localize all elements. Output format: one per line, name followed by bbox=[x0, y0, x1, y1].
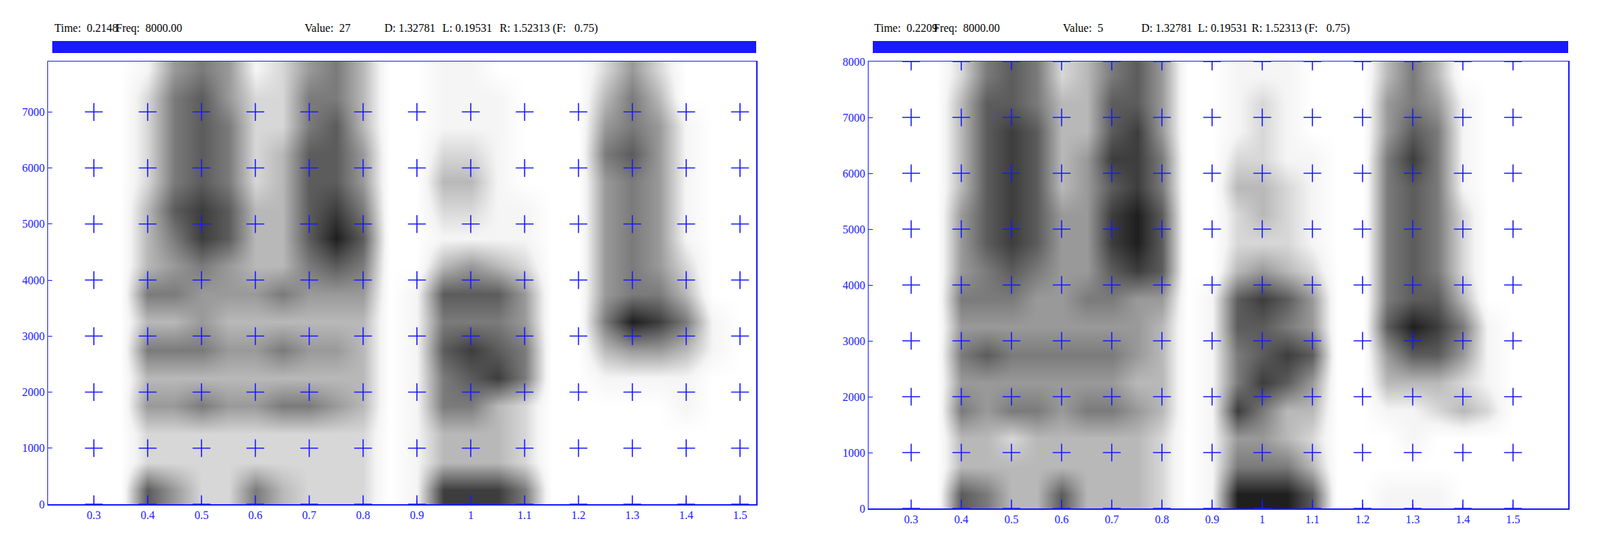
svg-text:6000: 6000 bbox=[21, 161, 45, 174]
svg-text:0.7: 0.7 bbox=[302, 508, 317, 521]
svg-text:0.9: 0.9 bbox=[409, 508, 425, 521]
svg-text:0.8: 0.8 bbox=[356, 508, 371, 521]
svg-text:4000: 4000 bbox=[21, 274, 45, 287]
svg-text:1.4: 1.4 bbox=[679, 508, 694, 521]
svg-text:0.4: 0.4 bbox=[954, 513, 969, 526]
svg-text:Value: 27: Value: 27 bbox=[304, 21, 351, 34]
svg-text:1.5: 1.5 bbox=[732, 508, 747, 521]
svg-text:1000: 1000 bbox=[21, 441, 45, 454]
svg-text:Freq: 8000.00: Freq: 8000.00 bbox=[933, 21, 1000, 35]
svg-text:0.7: 0.7 bbox=[1104, 513, 1119, 526]
svg-text:4000: 4000 bbox=[842, 279, 866, 292]
svg-text:2000: 2000 bbox=[21, 385, 45, 398]
svg-text:Value: 5: Value: 5 bbox=[1062, 21, 1104, 34]
svg-text:1: 1 bbox=[467, 508, 474, 521]
svg-text:1.1: 1.1 bbox=[1305, 513, 1320, 526]
svg-text:L: 0.19531: L: 0.19531 bbox=[442, 21, 492, 34]
svg-text:1.2: 1.2 bbox=[571, 508, 586, 521]
svg-text:0: 0 bbox=[859, 502, 866, 515]
svg-text:7000: 7000 bbox=[21, 106, 45, 119]
svg-text:7000: 7000 bbox=[842, 111, 866, 124]
svg-text:6000: 6000 bbox=[842, 167, 866, 180]
svg-text:1.5: 1.5 bbox=[1506, 513, 1521, 526]
svg-text:2000: 2000 bbox=[842, 390, 866, 403]
svg-text:Time: 0.2148: Time: 0.2148 bbox=[54, 21, 119, 34]
svg-text:3000: 3000 bbox=[842, 334, 866, 347]
svg-text:R: 1.52313 (F: 0.75): R: 1.52313 (F: 0.75) bbox=[1251, 21, 1350, 35]
svg-text:5000: 5000 bbox=[21, 217, 45, 230]
svg-text:5000: 5000 bbox=[842, 223, 866, 236]
svg-text:1000: 1000 bbox=[842, 446, 866, 459]
svg-text:1: 1 bbox=[1259, 513, 1266, 526]
svg-text:0.4: 0.4 bbox=[140, 508, 155, 521]
svg-text:1.4: 1.4 bbox=[1455, 513, 1470, 526]
svg-text:1.3: 1.3 bbox=[1405, 513, 1420, 526]
svg-text:8000: 8000 bbox=[842, 55, 866, 68]
svg-text:3000: 3000 bbox=[21, 330, 45, 343]
svg-text:Freq: 8000.00: Freq: 8000.00 bbox=[115, 21, 183, 35]
svg-text:0.6: 0.6 bbox=[1054, 513, 1069, 526]
svg-text:0.6: 0.6 bbox=[248, 508, 263, 521]
svg-text:0.3: 0.3 bbox=[903, 513, 919, 526]
svg-text:D: 1.32781: D: 1.32781 bbox=[1141, 21, 1193, 34]
svg-text:0.5: 0.5 bbox=[194, 508, 209, 521]
svg-text:0.3: 0.3 bbox=[86, 508, 102, 521]
svg-text:Time: 0.2209: Time: 0.2209 bbox=[874, 21, 938, 34]
svg-text:1.1: 1.1 bbox=[517, 508, 532, 521]
svg-text:1.2: 1.2 bbox=[1355, 513, 1370, 526]
svg-text:D: 1.32781: D: 1.32781 bbox=[384, 21, 436, 34]
svg-text:0.5: 0.5 bbox=[1004, 513, 1019, 526]
svg-text:0: 0 bbox=[38, 498, 45, 511]
svg-text:0.8: 0.8 bbox=[1154, 513, 1169, 526]
svg-text:0.9: 0.9 bbox=[1204, 513, 1220, 526]
svg-text:R: 1.52313 (F: 0.75): R: 1.52313 (F: 0.75) bbox=[499, 21, 598, 35]
svg-text:1.3: 1.3 bbox=[625, 508, 640, 521]
svg-text:L: 0.19531: L: 0.19531 bbox=[1197, 21, 1248, 34]
